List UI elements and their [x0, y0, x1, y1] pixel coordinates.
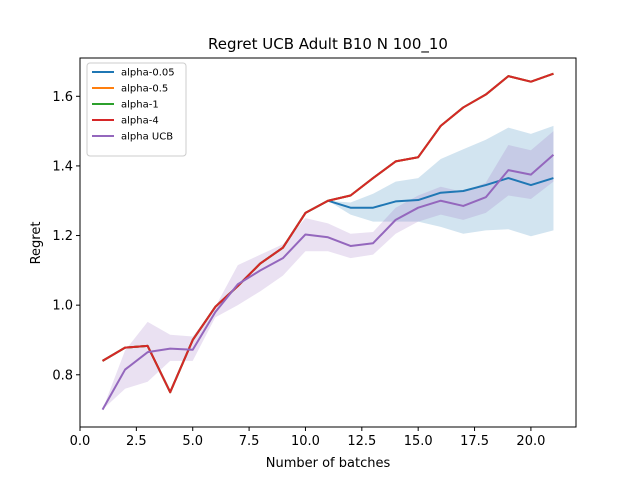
plot-frame [79, 57, 577, 428]
x-tick-label: 2.5 [126, 434, 147, 449]
legend-entry-label: alpha-0.05 [121, 68, 175, 79]
legend-entry-label: alpha-4 [121, 116, 159, 127]
x-tick-label: 5.0 [182, 434, 203, 449]
y-tick-label: 0.8 [52, 368, 73, 383]
y-tick-label: 1.2 [52, 229, 73, 244]
y-tick-label: 1.0 [52, 299, 73, 314]
chart-title: Regret UCB Adult B10 N 100_10 [208, 35, 448, 54]
x-tick-label: 10.0 [291, 434, 320, 449]
x-axis-label: Number of batches [266, 456, 391, 471]
line-series-3 [102, 72, 554, 394]
legend: alpha-0.05 alpha-0.5 alpha-1 alpha-4 alpha U… [86, 62, 187, 157]
x-tick-label: 15.0 [404, 434, 433, 449]
y-tick-label: 1.4 [52, 159, 73, 174]
legend-box [86, 62, 187, 157]
x-tick-label: 17.5 [460, 434, 489, 449]
y-axis-label: Regret [29, 222, 44, 265]
series-lines [101, 72, 555, 411]
line-series-4 [101, 154, 555, 411]
legend-entry-label: alpha-0.5 [121, 84, 168, 95]
x-tick-label: 12.5 [347, 434, 376, 449]
y-tick-label: 1.6 [52, 90, 73, 105]
x-tick-label: 20.0 [516, 434, 545, 449]
legend-entry-label: alpha UCB [121, 132, 173, 143]
x-tick-label: 0.0 [70, 434, 91, 449]
x-axis-ticks: 0.0 2.5 5.0 7.5 10.0 12.5 15.0 17.5 20.0 [70, 427, 545, 449]
x-tick-label: 7.5 [239, 434, 260, 449]
legend-entry-label: alpha-1 [121, 100, 159, 111]
y-axis-ticks: 0.8 1.0 1.2 1.4 1.6 [52, 90, 80, 383]
